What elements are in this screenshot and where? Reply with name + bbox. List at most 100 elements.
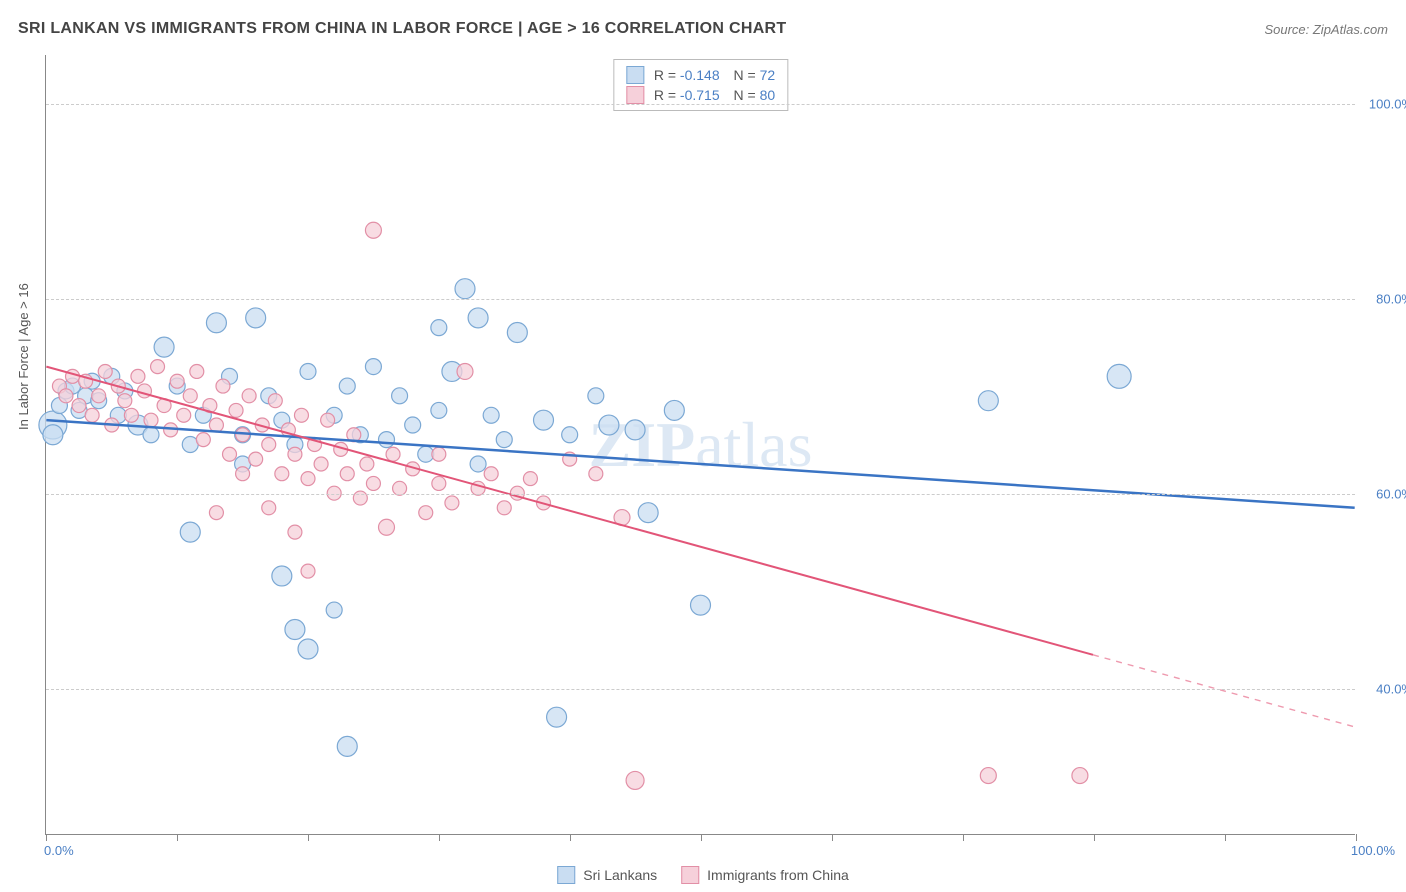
scatter-point (285, 620, 305, 640)
scatter-point (468, 308, 488, 328)
scatter-point (366, 476, 380, 490)
scatter-point (638, 503, 658, 523)
chart-svg (46, 55, 1355, 834)
scatter-point (294, 408, 308, 422)
scatter-point (190, 364, 204, 378)
scatter-point (236, 467, 250, 481)
scatter-point (691, 595, 711, 615)
scatter-point (599, 415, 619, 435)
y-axis-label: In Labor Force | Age > 16 (16, 283, 31, 430)
scatter-point (59, 389, 73, 403)
scatter-point (288, 447, 302, 461)
scatter-point (301, 472, 315, 486)
scatter-point (249, 452, 263, 466)
y-tick-label: 80.0% (1376, 291, 1406, 306)
gridline-h (46, 299, 1355, 300)
scatter-point (405, 417, 421, 433)
scatter-point (589, 467, 603, 481)
x-tick-label: 100.0% (1351, 843, 1395, 858)
gridline-h (46, 689, 1355, 690)
scatter-point (445, 496, 459, 510)
scatter-point (431, 402, 447, 418)
legend-item: Immigrants from China (681, 866, 849, 884)
scatter-point (85, 408, 99, 422)
legend-swatch (681, 866, 699, 884)
scatter-point (626, 771, 644, 789)
scatter-point (124, 408, 138, 422)
scatter-point (144, 413, 158, 427)
chart-header: SRI LANKAN VS IMMIGRANTS FROM CHINA IN L… (18, 20, 1388, 38)
legend-swatch (626, 86, 644, 104)
scatter-point (484, 467, 498, 481)
scatter-point (337, 736, 357, 756)
x-tick (832, 834, 833, 841)
scatter-point (288, 525, 302, 539)
scatter-point (223, 447, 237, 461)
scatter-point (379, 519, 395, 535)
x-tick (308, 834, 309, 841)
scatter-point (980, 768, 996, 784)
x-tick (963, 834, 964, 841)
stats-row: R = -0.148 N = 72 (626, 65, 775, 85)
chart-legend: Sri Lankans Immigrants from China (557, 866, 849, 884)
stats-r-label: R = -0.148 (654, 67, 720, 83)
scatter-point (272, 566, 292, 586)
scatter-point (496, 432, 512, 448)
scatter-point (209, 506, 223, 520)
scatter-point (183, 389, 197, 403)
scatter-point (497, 501, 511, 515)
x-tick (177, 834, 178, 841)
x-tick (701, 834, 702, 841)
scatter-point (455, 279, 475, 299)
scatter-point (664, 400, 684, 420)
scatter-point (154, 337, 174, 357)
scatter-point (483, 407, 499, 423)
stats-row: R = -0.715 N = 80 (626, 85, 775, 105)
scatter-point (275, 467, 289, 481)
scatter-point (246, 308, 266, 328)
x-tick (1094, 834, 1095, 841)
scatter-point (131, 369, 145, 383)
regression-line (46, 367, 1093, 655)
scatter-point (392, 388, 408, 404)
scatter-point (379, 432, 395, 448)
scatter-point (170, 374, 184, 388)
scatter-point (98, 364, 112, 378)
legend-label: Sri Lankans (583, 867, 657, 883)
chart-source: Source: ZipAtlas.com (1264, 22, 1388, 37)
scatter-point (314, 457, 328, 471)
scatter-point (340, 467, 354, 481)
gridline-h (46, 104, 1355, 105)
scatter-point (432, 476, 446, 490)
scatter-point (360, 457, 374, 471)
scatter-point (196, 433, 210, 447)
stats-n-label: N = 80 (730, 87, 776, 103)
scatter-point (206, 313, 226, 333)
scatter-point (209, 418, 223, 432)
scatter-point (298, 639, 318, 659)
scatter-point (43, 425, 63, 445)
scatter-point (431, 320, 447, 336)
scatter-point (625, 420, 645, 440)
scatter-point (216, 379, 230, 393)
scatter-point (118, 394, 132, 408)
scatter-point (229, 403, 243, 417)
scatter-point (365, 359, 381, 375)
scatter-point (978, 391, 998, 411)
scatter-point (268, 394, 282, 408)
scatter-point (419, 506, 433, 520)
scatter-point (180, 522, 200, 542)
regression-line-dashed (1093, 655, 1355, 727)
x-tick-label: 0.0% (44, 843, 74, 858)
scatter-point (507, 323, 527, 343)
scatter-point (262, 501, 276, 515)
scatter-point (432, 447, 446, 461)
y-tick-label: 100.0% (1369, 96, 1406, 111)
x-tick (1225, 834, 1226, 841)
scatter-point (151, 360, 165, 374)
scatter-point (562, 427, 578, 443)
gridline-h (46, 494, 1355, 495)
scatter-point (547, 707, 567, 727)
scatter-point (1107, 364, 1131, 388)
scatter-point (457, 363, 473, 379)
